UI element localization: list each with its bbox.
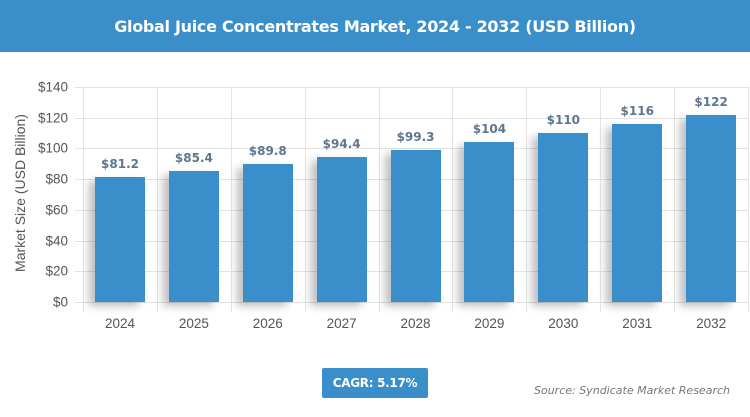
vertical-gridline [156, 87, 158, 312]
y-tick-label: $0 [52, 294, 68, 310]
vertical-gridline [748, 87, 749, 312]
y-tick-label: $20 [45, 263, 68, 279]
chart-title: Global Juice Concentrates Market, 2024 -… [114, 16, 636, 36]
vertical-gridline [378, 87, 380, 312]
bar-2029[interactable] [464, 142, 515, 302]
vertical-gridline [452, 87, 454, 312]
x-tick-label: 2030 [548, 316, 579, 331]
y-tick-label: $140 [37, 79, 68, 95]
bar-2027[interactable] [316, 157, 367, 302]
plot-area: $0 $20 $40 $60 $80 $100 $120 $140 $81.2 2024 $85.4… [38, 80, 749, 331]
vertical-gridline [526, 87, 528, 312]
gridline [75, 87, 748, 88]
vertical-gridline [600, 87, 602, 312]
x-tick-label: 2026 [252, 316, 283, 331]
bar-2031[interactable] [612, 123, 663, 302]
bar-value-label: $99.3 [396, 129, 435, 144]
y-axis-label: Market Size (USD Billion) [12, 114, 28, 272]
bar-2028[interactable] [390, 149, 441, 302]
x-tick-label: 2029 [474, 316, 505, 331]
bar-2030[interactable] [538, 133, 589, 302]
vertical-gridline [83, 87, 84, 312]
bar-2024[interactable] [94, 177, 145, 302]
x-tick-label: 2024 [104, 316, 136, 331]
chart-header: Global Juice Concentrates Market, 2024 -… [0, 0, 750, 52]
y-tick-label: $120 [37, 110, 68, 126]
bar-2032[interactable] [686, 114, 737, 302]
bar-value-label: $122 [694, 94, 728, 109]
y-tick-label: $100 [37, 140, 68, 156]
bar-2026[interactable] [242, 164, 293, 302]
x-tick-label: 2025 [178, 316, 209, 331]
vertical-gridline [230, 87, 232, 312]
source-note: Source: Syndicate Market Research [534, 384, 730, 397]
vertical-gridline [674, 87, 676, 312]
x-tick-label: 2028 [400, 316, 431, 331]
gridline [75, 302, 748, 303]
bar-value-label: $85.4 [174, 150, 213, 165]
bar-value-label: $116 [620, 103, 654, 118]
bar-value-label: $81.2 [101, 157, 139, 172]
x-tick-label: 2032 [696, 316, 727, 331]
bar-value-label: $104 [472, 122, 507, 137]
bar-value-label: $89.8 [248, 144, 287, 159]
bar-2025[interactable] [168, 170, 219, 302]
bar-value-label: $94.4 [322, 137, 361, 152]
bar-value-label: $110 [546, 113, 581, 128]
vertical-gridline [304, 87, 306, 312]
x-tick-label: 2027 [326, 316, 357, 331]
y-tick-label: $40 [45, 233, 68, 249]
y-tick-label: $60 [45, 202, 68, 218]
x-tick-label: 2031 [622, 316, 653, 331]
gridline [75, 148, 748, 150]
cagr-badge: CAGR: 5.17% [322, 368, 428, 398]
gridline [75, 117, 748, 119]
y-tick-label: $80 [45, 171, 68, 187]
